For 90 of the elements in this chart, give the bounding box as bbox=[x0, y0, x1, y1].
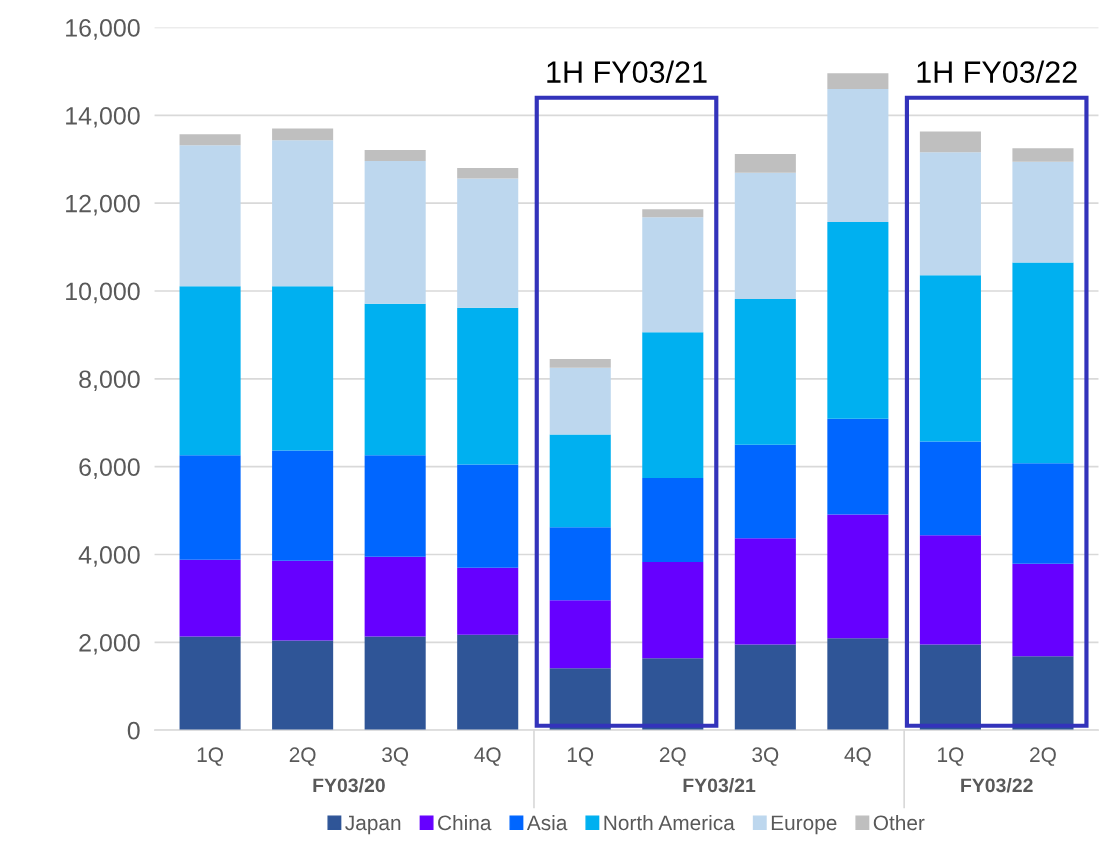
y-tick-label: 12,000 bbox=[66, 194, 140, 216]
bar bbox=[1012, 161, 1074, 263]
annotation: 1H FY03/22 bbox=[917, 60, 1077, 83]
bar bbox=[457, 178, 519, 308]
y-tick-label: 16,000 bbox=[66, 19, 140, 40]
legend-label: Japan bbox=[345, 815, 401, 835]
bar bbox=[642, 332, 704, 479]
bar bbox=[457, 307, 519, 465]
bar bbox=[272, 640, 334, 731]
x-tick-label: 1Q bbox=[938, 747, 964, 766]
annotation: 1H FY03/21 bbox=[547, 60, 707, 83]
legend-label: Europe bbox=[771, 815, 837, 835]
legend-label: North America bbox=[604, 814, 735, 831]
bar bbox=[549, 367, 611, 435]
y-tick-label: 10,000 bbox=[66, 282, 140, 304]
bar bbox=[457, 168, 519, 179]
bar bbox=[734, 153, 796, 173]
bar bbox=[919, 644, 981, 731]
bar bbox=[549, 434, 611, 528]
bar bbox=[457, 464, 519, 568]
bar bbox=[1012, 148, 1074, 162]
bar bbox=[272, 450, 334, 561]
x-tick-label: 3Q bbox=[752, 747, 779, 766]
bar bbox=[549, 527, 611, 601]
text: FY03/21 bbox=[683, 777, 756, 793]
bar bbox=[642, 209, 704, 218]
bar bbox=[364, 150, 426, 161]
bar bbox=[734, 444, 796, 539]
bar bbox=[457, 634, 519, 731]
bar bbox=[642, 478, 704, 562]
bar bbox=[919, 535, 981, 645]
bar bbox=[1012, 463, 1074, 564]
x-tick-label: 1Q bbox=[197, 747, 223, 766]
y-tick-label: 0 bbox=[127, 721, 140, 740]
bar bbox=[642, 658, 704, 731]
bar bbox=[457, 567, 519, 635]
bar bbox=[1012, 262, 1074, 464]
bar bbox=[272, 286, 334, 451]
text: FY03/22 bbox=[961, 777, 1033, 793]
legend-label: China bbox=[438, 814, 492, 831]
bar bbox=[919, 275, 981, 442]
bar bbox=[827, 88, 889, 223]
bar bbox=[642, 561, 704, 659]
x-tick-label: 4Q bbox=[844, 747, 871, 766]
bar bbox=[272, 560, 334, 641]
bar bbox=[919, 131, 981, 153]
bar bbox=[734, 538, 796, 645]
bar bbox=[827, 638, 889, 731]
bar bbox=[364, 636, 426, 731]
bar bbox=[179, 134, 241, 146]
bar bbox=[734, 172, 796, 299]
bar bbox=[734, 644, 796, 731]
bar bbox=[364, 556, 426, 637]
bar bbox=[827, 418, 889, 515]
x-tick-label: 2Q bbox=[289, 747, 316, 766]
bar bbox=[364, 455, 426, 557]
bar bbox=[549, 668, 611, 731]
bar bbox=[549, 600, 611, 669]
bar bbox=[642, 217, 704, 333]
bar bbox=[179, 559, 241, 637]
x-tick-label: 1Q bbox=[567, 747, 594, 766]
y-tick-label: 6,000 bbox=[79, 458, 140, 479]
x-tick-label: 3Q bbox=[382, 747, 409, 766]
y-tick-label: 8,000 bbox=[79, 370, 140, 392]
bar bbox=[919, 152, 981, 276]
bar bbox=[272, 140, 334, 287]
bar bbox=[179, 636, 241, 731]
bar bbox=[179, 286, 241, 456]
legend-label: Other bbox=[873, 814, 925, 831]
y-tick-label: 4,000 bbox=[78, 546, 140, 567]
bar bbox=[827, 73, 889, 89]
y-tick-label: 2,000 bbox=[79, 633, 140, 655]
bar bbox=[179, 455, 241, 560]
bar bbox=[827, 514, 889, 639]
bar bbox=[734, 298, 796, 445]
bar bbox=[1012, 656, 1074, 731]
legend-label: Asia bbox=[526, 814, 568, 831]
y-tick-label: 14,000 bbox=[66, 106, 140, 128]
bar bbox=[179, 145, 241, 287]
bar bbox=[364, 303, 426, 456]
bar bbox=[364, 160, 426, 304]
bar bbox=[919, 441, 981, 536]
x-tick-label: 2Q bbox=[659, 747, 686, 766]
text: FY03/20 bbox=[313, 777, 385, 793]
bar bbox=[827, 222, 889, 419]
bar bbox=[1012, 563, 1074, 657]
x-tick-label: 2Q bbox=[1030, 747, 1056, 766]
bar bbox=[549, 359, 611, 368]
x-tick-label: 4Q bbox=[474, 747, 501, 766]
bar bbox=[272, 128, 334, 141]
